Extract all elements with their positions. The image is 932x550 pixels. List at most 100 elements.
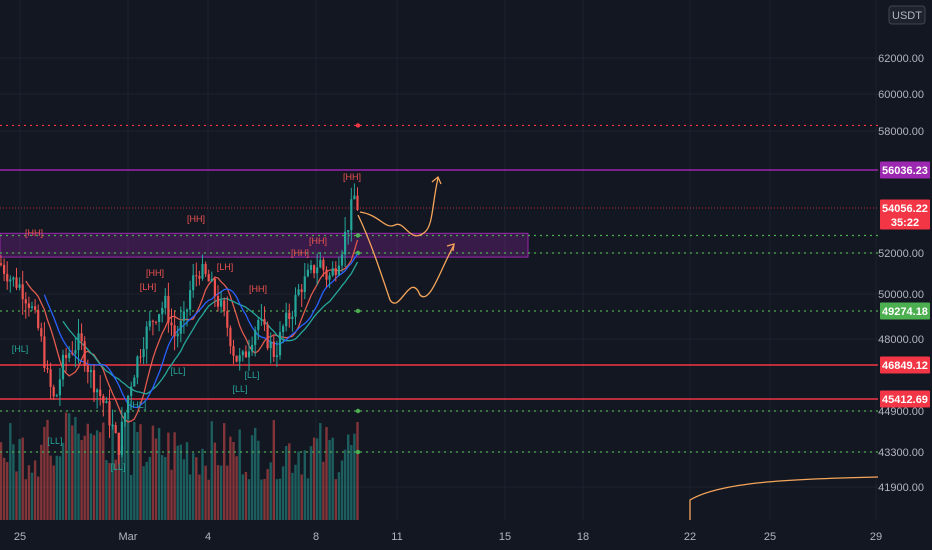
swing-label: [HL] <box>12 344 29 354</box>
time-tick-label: Mar <box>119 531 138 543</box>
volume-bar <box>316 438 319 520</box>
volume-bar <box>71 425 74 520</box>
price-tag-bg <box>880 356 930 374</box>
volume-bar <box>235 456 238 520</box>
volume-bar <box>55 455 58 520</box>
swing-label: [LL] <box>244 370 259 380</box>
volume-bar <box>188 474 192 520</box>
candle-body <box>86 365 89 373</box>
volume-bar <box>226 465 229 520</box>
candle-body <box>12 277 15 280</box>
swing-label: [LL] <box>170 366 185 376</box>
volume-bar <box>244 471 248 520</box>
price-tick-label: 41900.00 <box>878 482 924 494</box>
volume-bar <box>294 464 297 520</box>
volume-bar <box>164 456 167 520</box>
swing-label: [LH] <box>140 282 157 292</box>
candle-body <box>3 264 6 274</box>
level-anchor-dot <box>355 408 361 414</box>
volume-bar <box>108 462 111 520</box>
candle-body <box>337 265 340 275</box>
candle-body <box>216 296 220 307</box>
candle-body <box>117 432 120 455</box>
volume-bar <box>288 443 291 520</box>
swing-label: [HH] <box>309 236 327 246</box>
candle-body <box>136 356 139 378</box>
volume-bar <box>102 422 105 520</box>
candle-body <box>257 320 260 330</box>
candle-body <box>176 333 179 337</box>
volume-bar <box>9 423 12 520</box>
swing-label: [HH] <box>249 284 267 294</box>
volume-bar <box>210 421 213 520</box>
swing-label: [LH] <box>217 262 234 272</box>
candle-body <box>158 314 161 322</box>
candle-body <box>173 325 176 337</box>
candle-body <box>46 368 49 370</box>
candle-body <box>340 254 344 266</box>
volume-bar <box>337 472 341 520</box>
volume-bar <box>216 465 220 520</box>
price-tag-bg <box>880 161 930 179</box>
projection-path-alt <box>357 214 455 304</box>
volume-bar <box>74 417 77 520</box>
price-tag-label: 45412.69 <box>882 394 928 406</box>
volume-bar <box>229 436 232 520</box>
price-axis[interactable]: 62000.00 60000.00 58000.00 52000.00 50000.00… <box>878 0 932 550</box>
volume-bar <box>46 419 49 520</box>
candle-body <box>316 267 319 274</box>
candle-body <box>189 290 192 310</box>
volume-bar <box>176 445 179 520</box>
candle-body <box>344 231 347 255</box>
swing-label: [LL] <box>232 384 247 394</box>
volume-bar <box>179 444 182 520</box>
volume-bar <box>300 474 303 520</box>
candle-body <box>55 395 58 397</box>
candle-body <box>223 300 226 312</box>
candle-body <box>80 333 83 342</box>
volume-bar <box>247 479 251 520</box>
volume-bar <box>309 446 313 520</box>
volume-bar <box>114 459 117 520</box>
currency-badge[interactable]: USDT <box>888 5 926 25</box>
candle-body <box>148 320 151 327</box>
zone-box <box>0 232 529 258</box>
candle-body <box>269 341 272 349</box>
candle-body <box>247 351 251 358</box>
price-tick-label: 60000.00 <box>878 89 924 101</box>
candle-body <box>244 351 247 358</box>
candle-body <box>151 320 154 322</box>
candle-body <box>111 424 114 426</box>
price-tag-label: 56036.23 <box>882 165 928 177</box>
volume-bar <box>0 442 3 520</box>
price-tick-label: 50000.00 <box>878 289 924 301</box>
time-tick-label: 11 <box>391 531 402 543</box>
level-anchor-dot <box>355 308 361 314</box>
candle-body <box>83 341 86 366</box>
volume-bar <box>303 450 306 520</box>
volume-bar <box>204 465 207 520</box>
price-tick-label: 43300.00 <box>878 447 924 459</box>
candle-body <box>105 401 108 403</box>
time-tick-label: 4 <box>205 531 211 543</box>
candle-body <box>328 275 331 280</box>
volume-bar <box>223 423 226 520</box>
candle-body <box>92 370 96 393</box>
volume-bar <box>281 466 285 520</box>
volume-bar <box>111 423 114 520</box>
candle-body <box>272 341 275 357</box>
candle-body <box>334 268 337 275</box>
candle-body <box>123 412 127 422</box>
price-axis-bg <box>878 0 932 550</box>
projection-arrows <box>357 175 879 520</box>
volume-bar <box>80 440 83 520</box>
time-axis[interactable]: 25 Mar 4 8 11 15 18 22 25 29 <box>14 531 882 543</box>
swing-label: [HH] <box>291 248 309 258</box>
candle-body <box>102 395 105 403</box>
price-tick-label: 52000.00 <box>878 248 924 260</box>
candle-body <box>282 326 285 333</box>
price-tag-countdown: 35:22 <box>891 217 919 229</box>
candle-body <box>161 307 164 315</box>
swing-label: [HH] <box>146 268 164 278</box>
